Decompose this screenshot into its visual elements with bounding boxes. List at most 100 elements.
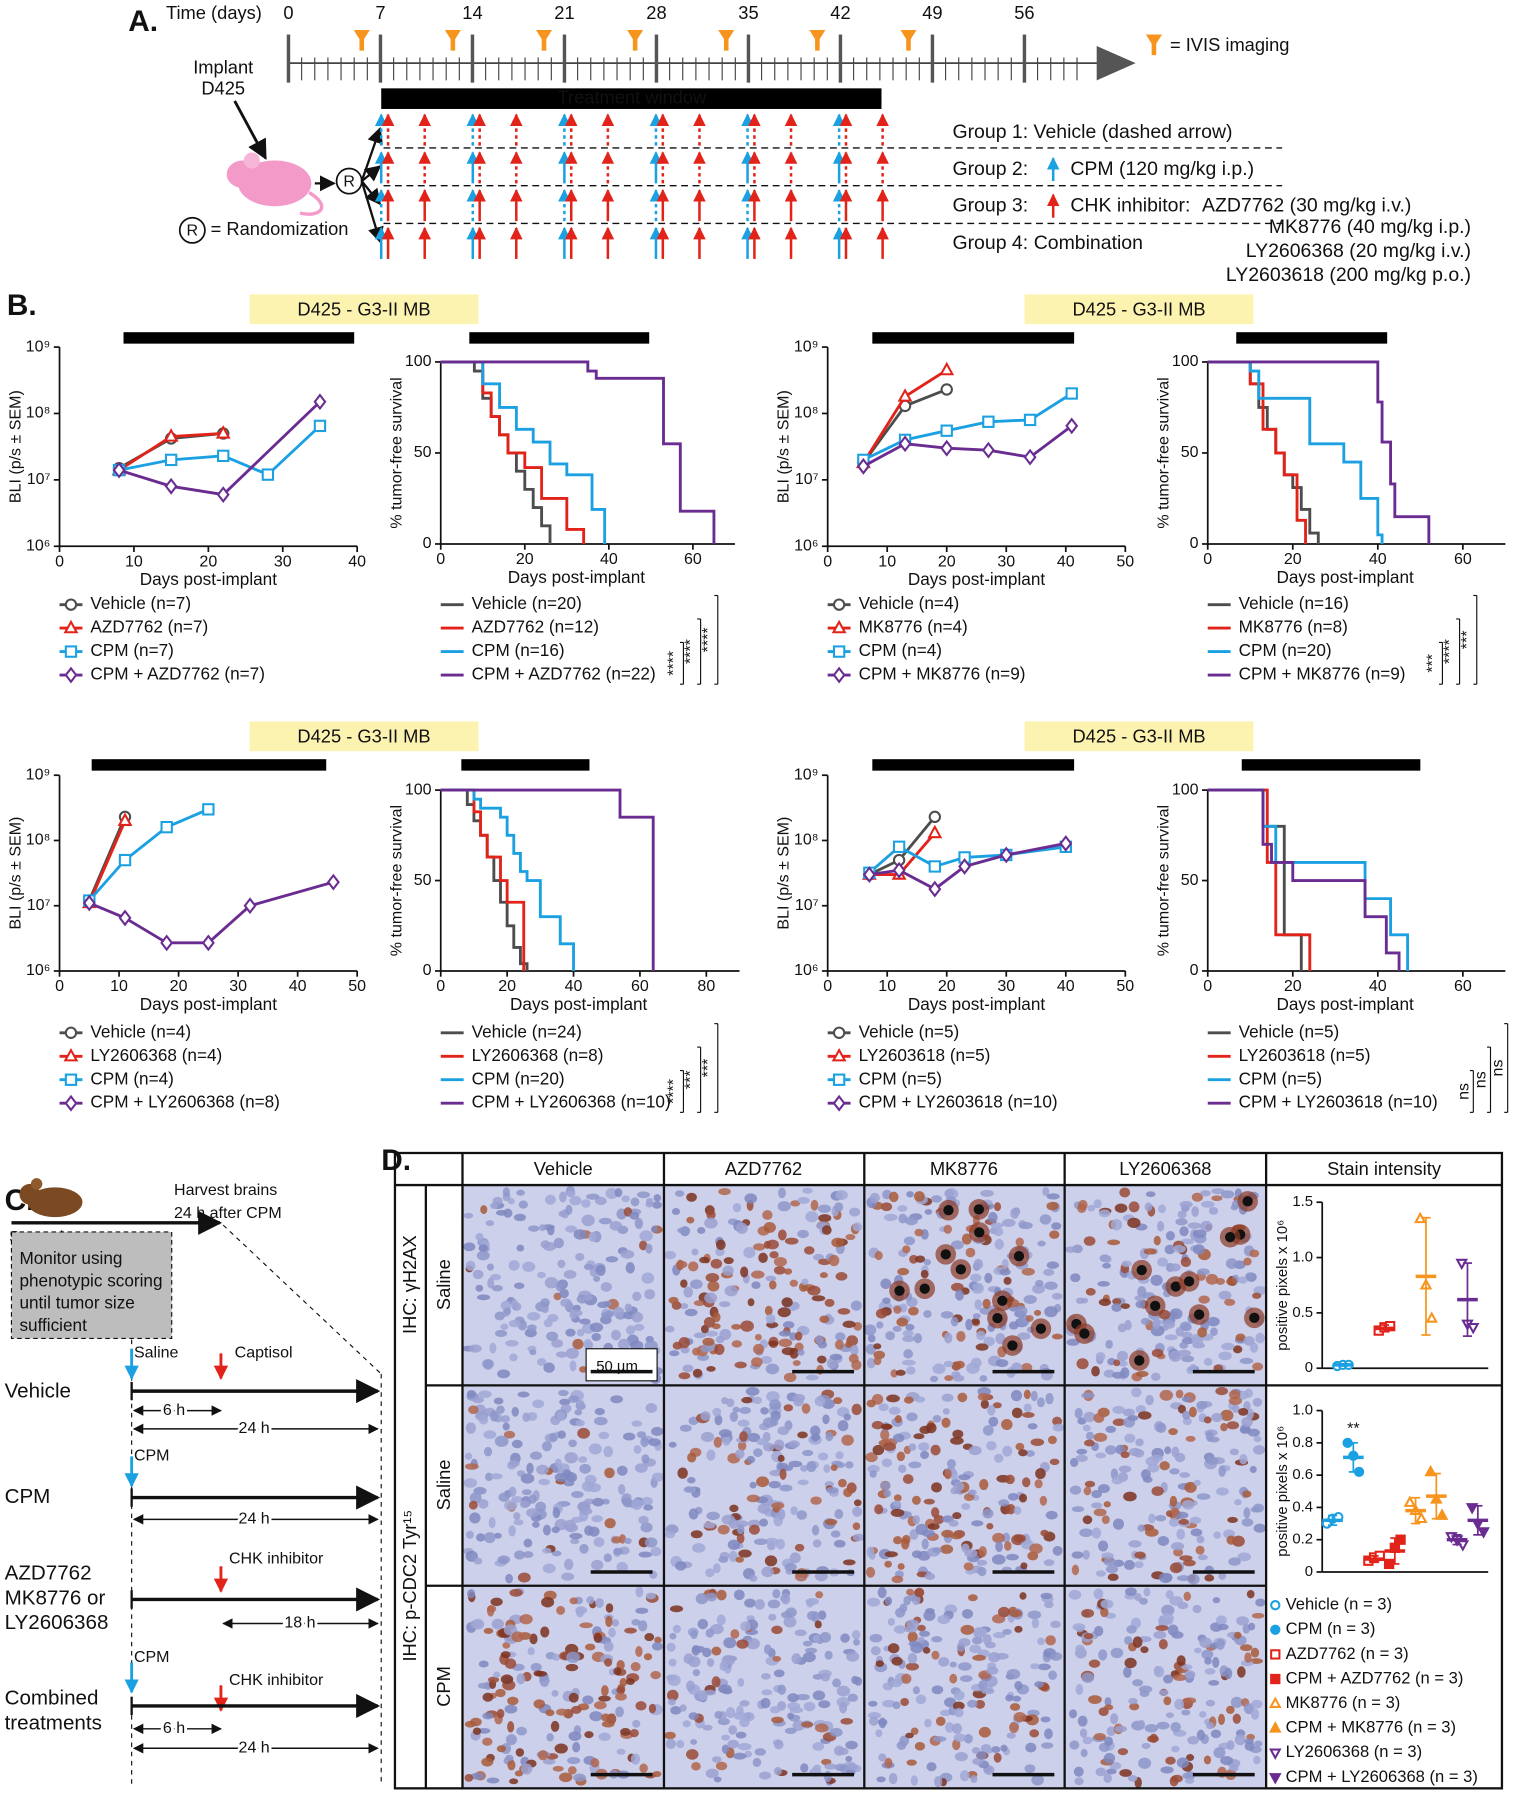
nucleus — [1145, 1191, 1156, 1198]
x-tick-label: 0 — [823, 553, 832, 571]
nucleus — [541, 1596, 555, 1608]
nucleus — [507, 1721, 515, 1733]
legend-label: CPM + LY2603618 (n=10) — [1239, 1092, 1438, 1112]
nucleus — [902, 1329, 914, 1337]
nucleus — [732, 1406, 740, 1413]
x-tick-label: 10 — [125, 553, 143, 571]
nucleus — [781, 1593, 791, 1605]
nucleus — [973, 1258, 984, 1270]
nucleus — [1082, 1424, 1091, 1432]
nucleus — [684, 1486, 695, 1493]
nucleus — [553, 1237, 565, 1249]
nucleus — [764, 1305, 773, 1316]
nucleus — [478, 1499, 489, 1509]
nucleus — [787, 1702, 801, 1711]
nucleus — [988, 1212, 998, 1223]
nucleus — [482, 1359, 494, 1370]
day-label: 21 — [554, 2, 574, 23]
nucleus — [1014, 1680, 1023, 1691]
nucleus — [483, 1532, 496, 1544]
nucleus — [711, 1756, 722, 1763]
nucleus — [702, 1337, 715, 1346]
nucleus — [1137, 1524, 1146, 1532]
nucleus — [669, 1632, 677, 1640]
nucleus — [1127, 1217, 1141, 1228]
nucleus — [1135, 1438, 1144, 1447]
nucleus — [980, 1189, 994, 1197]
nucleus — [638, 1515, 649, 1525]
nucleus — [815, 1591, 824, 1599]
nucleus — [804, 1246, 815, 1255]
marker — [832, 666, 846, 684]
nucleus — [605, 1603, 614, 1613]
nucleus — [792, 1720, 805, 1731]
marker — [1466, 1322, 1480, 1335]
nucleus — [567, 1766, 577, 1775]
survival-curve — [440, 788, 655, 971]
nucleus — [1025, 1450, 1035, 1457]
nucleus — [779, 1484, 793, 1492]
nucleus — [1040, 1529, 1049, 1537]
nucleus — [1164, 1244, 1176, 1255]
nucleus — [1148, 1513, 1156, 1524]
nucleus — [503, 1430, 516, 1439]
nucleus — [589, 1711, 603, 1722]
nucleus — [968, 1489, 977, 1496]
nucleus — [1017, 1332, 1031, 1340]
nucleus — [913, 1333, 923, 1344]
nucleus — [593, 1632, 603, 1643]
chart-title: D425 - G3-II MB — [1072, 298, 1205, 319]
nucleus — [574, 1409, 583, 1416]
nucleus — [626, 1325, 636, 1335]
nucleus — [841, 1434, 854, 1446]
nucleus — [515, 1748, 525, 1757]
nucleus — [783, 1372, 797, 1383]
label: B. — [7, 289, 37, 322]
survival-curve — [1207, 360, 1384, 544]
nucleus — [852, 1533, 865, 1542]
nucleus — [866, 1357, 876, 1369]
significance: ** — [1347, 1419, 1359, 1437]
nucleus — [901, 1673, 912, 1684]
nucleus — [1179, 1472, 1191, 1478]
stain-spot — [1224, 1232, 1236, 1243]
nucleus — [1033, 1309, 1042, 1316]
nucleus — [1168, 1428, 1178, 1436]
nucleus — [724, 1285, 738, 1297]
nucleus — [560, 1298, 572, 1308]
nucleus — [905, 1732, 914, 1739]
legend-label: LY2603618 (n=5) — [1239, 1045, 1371, 1065]
nucleus — [514, 1550, 525, 1560]
nucleus — [949, 1661, 957, 1668]
nucleus — [1196, 1268, 1210, 1276]
nucleus — [1046, 1201, 1059, 1211]
nucleus — [1041, 1742, 1054, 1749]
nucleus — [847, 1693, 858, 1702]
nucleus — [1104, 1704, 1114, 1711]
nucleus — [945, 1722, 954, 1733]
nucleus — [877, 1586, 887, 1599]
nucleus — [604, 1518, 616, 1529]
nucleus — [1064, 1246, 1077, 1253]
nucleus — [492, 1196, 503, 1205]
nucleus — [1170, 1542, 1185, 1551]
nucleus — [867, 1334, 876, 1343]
nucleus — [718, 1556, 729, 1563]
nucleus — [869, 1716, 879, 1726]
nucleus — [1167, 1624, 1179, 1636]
nucleus — [1083, 1411, 1096, 1423]
nucleus — [516, 1244, 525, 1252]
marker — [1269, 1721, 1282, 1733]
nucleus — [1002, 1532, 1011, 1543]
label: R — [343, 172, 355, 190]
nucleus — [504, 1658, 517, 1669]
nucleus — [894, 1415, 902, 1424]
stain-spot — [1242, 1196, 1253, 1207]
nucleus — [1237, 1666, 1246, 1678]
nucleus — [773, 1669, 785, 1678]
nucleus — [713, 1436, 722, 1448]
nucleus — [991, 1554, 1006, 1565]
nucleus — [569, 1597, 578, 1605]
nucleus — [1076, 1358, 1089, 1370]
nucleus — [508, 1319, 521, 1328]
